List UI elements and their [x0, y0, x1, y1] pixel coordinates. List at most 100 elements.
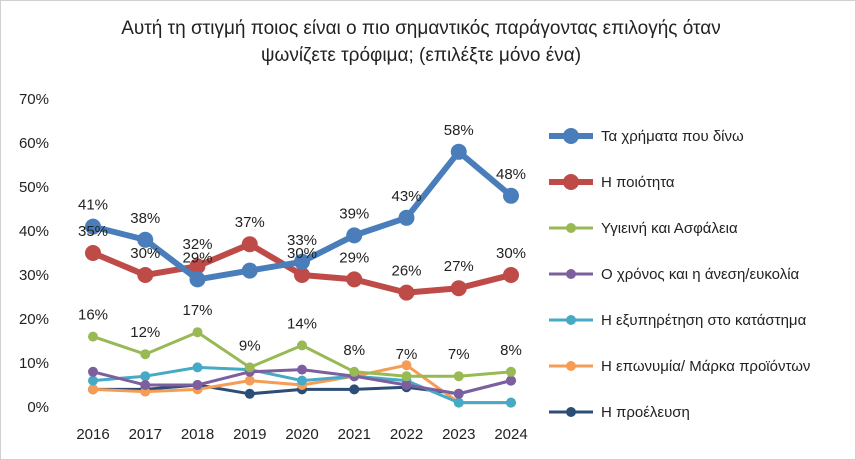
y-tick-label: 60%	[19, 135, 49, 152]
data-point	[189, 271, 206, 288]
data-label: 32%	[182, 236, 212, 253]
legend-label: Υγιεινή και Ασφάλεια	[601, 220, 738, 237]
data-point	[241, 262, 258, 279]
data-point	[297, 375, 307, 386]
data-point	[85, 245, 101, 261]
legend-marker	[563, 174, 579, 190]
chart-title: Αυτή τη στιγμή ποιος είναι ο πιο σημαντι…	[61, 15, 781, 69]
data-label: 43%	[391, 188, 421, 205]
data-point	[346, 227, 363, 244]
data-point	[450, 143, 467, 160]
x-tick-label: 2020	[285, 426, 318, 443]
data-point	[294, 267, 310, 283]
data-point	[192, 327, 203, 338]
data-point	[297, 364, 307, 375]
data-label: 14%	[287, 315, 317, 332]
y-tick-label: 20%	[19, 311, 49, 328]
data-label: 48%	[496, 166, 526, 183]
data-point	[241, 236, 258, 253]
data-point	[85, 218, 101, 235]
legend-marker	[566, 361, 576, 371]
data-point	[140, 371, 151, 382]
data-label: 8%	[500, 342, 522, 359]
data-point	[140, 380, 151, 390]
data-label: 30%	[130, 245, 160, 262]
data-point	[506, 366, 516, 377]
y-tick-label: 10%	[19, 355, 49, 372]
legend-label: Ο χρόνος και η άνεση/ευκολία	[601, 266, 800, 283]
data-point	[140, 349, 151, 360]
data-point	[297, 340, 307, 351]
data-label: 41%	[78, 197, 108, 214]
x-tick-label: 2022	[390, 426, 423, 443]
data-point	[349, 384, 360, 395]
y-tick-label: 0%	[27, 399, 49, 416]
data-point	[88, 331, 98, 342]
data-label: 26%	[391, 263, 421, 280]
x-tick-label: 2024	[494, 426, 527, 443]
data-point	[192, 362, 203, 373]
y-tick-label: 70%	[19, 91, 49, 108]
data-label: 29%	[339, 249, 369, 266]
data-point	[398, 284, 415, 301]
data-point	[453, 397, 464, 408]
data-point	[189, 258, 206, 275]
legend-label: Η ποιότητα	[601, 174, 675, 191]
data-label: 33%	[287, 232, 317, 249]
data-point	[503, 187, 519, 204]
x-tick-label: 2017	[129, 426, 162, 443]
x-tick-label: 2021	[338, 426, 371, 443]
data-point	[401, 380, 412, 390]
data-point	[88, 384, 98, 395]
data-label: 37%	[235, 214, 265, 231]
data-label: 12%	[130, 324, 160, 341]
data-point	[346, 271, 363, 288]
data-label: 7%	[448, 346, 470, 363]
data-point	[401, 371, 412, 382]
data-point	[88, 366, 98, 377]
data-label: 7%	[396, 346, 418, 363]
legend-marker	[566, 269, 576, 279]
data-label: 8%	[343, 342, 365, 359]
legend-marker	[566, 407, 576, 417]
x-tick-label: 2018	[181, 426, 214, 443]
y-tick-label: 40%	[19, 223, 49, 240]
data-label: 17%	[182, 302, 212, 319]
data-point	[401, 360, 412, 371]
data-point	[453, 388, 464, 399]
data-label: 9%	[239, 337, 261, 354]
legend-label: Η προέλευση	[601, 404, 690, 421]
data-label: 16%	[78, 307, 108, 324]
legend-label: Η εξυπηρέτηση στο κατάστημα	[601, 312, 807, 329]
data-label: 38%	[130, 210, 160, 227]
data-label: 39%	[339, 205, 369, 222]
data-point	[137, 231, 154, 248]
data-point	[506, 375, 516, 386]
data-label: 27%	[444, 258, 474, 275]
data-point	[506, 397, 516, 408]
data-point	[450, 280, 467, 297]
chart-title-line-2: ψωνίζετε τρόφιμα; (επιλέξτε μόνο ένα)	[260, 45, 582, 66]
data-point	[244, 362, 255, 373]
data-label: 35%	[78, 223, 108, 240]
data-point	[453, 371, 464, 382]
data-label: 58%	[444, 122, 474, 139]
legend-marker	[566, 223, 576, 233]
data-point	[503, 267, 519, 283]
data-label: 30%	[496, 245, 526, 262]
data-label: 30%	[287, 245, 317, 262]
y-tick-label: 30%	[19, 267, 49, 284]
legend-marker	[563, 128, 579, 144]
y-tick-label: 50%	[19, 179, 49, 196]
legend-label: Η επωνυμία/ Μάρκα προϊόντων	[601, 358, 810, 375]
x-tick-label: 2016	[76, 426, 109, 443]
data-point	[349, 366, 360, 377]
data-point	[88, 375, 98, 386]
data-point	[192, 380, 203, 390]
legend-marker	[566, 315, 576, 325]
legend-label: Τα χρήματα που δίνω	[601, 128, 744, 145]
x-tick-label: 2019	[233, 426, 266, 443]
data-point	[137, 267, 154, 283]
